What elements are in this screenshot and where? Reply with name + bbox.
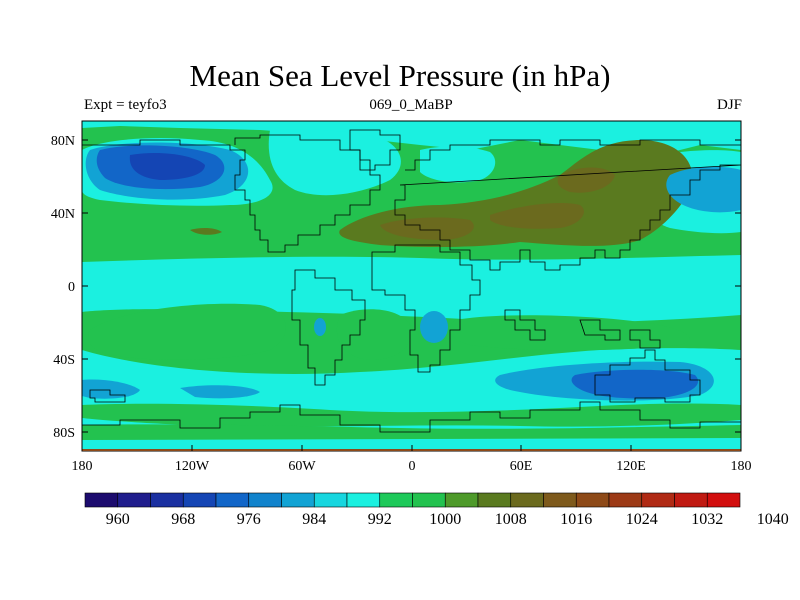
field-1000-1008-sindian [450, 315, 690, 351]
time-label: 069_0_MaBP [369, 97, 453, 113]
colorbar-label: 1032 [691, 511, 723, 528]
coastline-australia [594, 349, 701, 403]
coastline-south-america [291, 269, 366, 386]
field-984-992-spot1 [314, 318, 326, 336]
colorbar-swatch [150, 492, 184, 508]
colorbar-swatch [182, 492, 217, 508]
colorbar-label: 984 [302, 511, 326, 528]
colorbar-swatch [575, 492, 610, 508]
colorbar-label: 992 [368, 511, 392, 528]
lon-label: 60E [510, 459, 533, 474]
latitude-axis: 80N 40N 0 40S 80S [51, 134, 741, 441]
season-label: DJF [716, 97, 742, 113]
coastline-africa [371, 244, 481, 373]
coastlines [82, 129, 741, 433]
lat-label: 80S [53, 426, 75, 441]
lon-label: 120E [616, 459, 646, 474]
colorbar-label: 1040 [757, 511, 789, 528]
colorbar-swatch [379, 492, 413, 508]
field-1000-1008-southband [82, 403, 741, 427]
colorbar-swatch [706, 492, 741, 508]
field-984-992-satl [180, 385, 260, 399]
longitude-axis: 180 120W 60W 0 60E 120E 180 [72, 445, 752, 474]
field-1016-1024-asia [380, 217, 474, 240]
coastline-greenland [349, 129, 401, 171]
lon-label: 180 [72, 459, 93, 474]
lat-label: 0 [68, 280, 75, 295]
colorbar-label: 1024 [626, 511, 658, 528]
field-1008-1016-west [190, 227, 222, 235]
lon-label: 0 [409, 459, 416, 474]
field-1000-1008-satlantic [336, 309, 411, 360]
colorbar-swatch [281, 492, 315, 508]
colorbar-swatch [444, 492, 479, 508]
field-984-992-east [666, 166, 741, 213]
colorbar-label: 976 [237, 511, 261, 528]
field-968-976-npacific [129, 153, 205, 180]
field-below-1000-north [82, 121, 741, 160]
field-976-984-saus [571, 369, 699, 399]
colorbar-swatch [674, 492, 708, 508]
colorbar-swatch [608, 492, 643, 508]
colorbar-swatch [412, 492, 446, 508]
field-below-1000-europe [420, 146, 496, 183]
colorbar-swatch [313, 492, 348, 508]
colorbar: 960 968 976 984 992 1000 1008 1016 1024 1032 1040 [84, 492, 789, 528]
colorbar-swatch [117, 492, 151, 508]
colorbar-label: 968 [171, 511, 195, 528]
colorbar-label: 1008 [495, 511, 527, 528]
lon-label: 120W [175, 459, 210, 474]
lon-label: 60W [288, 459, 316, 474]
colorbar-swatch [84, 492, 119, 508]
field-984-992-spot2 [420, 311, 448, 343]
lon-label: 180 [731, 459, 752, 474]
colorbar-swatch [248, 492, 282, 508]
coastline-islands [504, 309, 661, 349]
coastline-antarctica [82, 401, 741, 433]
colorbar-swatch [477, 492, 512, 508]
lat-label: 40N [51, 207, 75, 222]
colorbar-swatch [346, 492, 381, 508]
colorbar-label: 1000 [429, 511, 461, 528]
colorbar-swatch [215, 492, 250, 508]
colorbar-label: 1016 [560, 511, 592, 528]
field-1016-1024-north [557, 167, 615, 193]
field-below-1000-natlantic [268, 129, 401, 196]
colorbar-swatch [510, 492, 544, 508]
field-1000-1008-spacific [88, 303, 287, 360]
lat-label: 80N [51, 134, 75, 149]
field-1016-1024-east [490, 203, 584, 229]
experiment-label: Expt = teyfo3 [84, 97, 167, 113]
coastline-eurasia [394, 139, 741, 271]
coastline-pacific-island [89, 389, 126, 403]
chart-title: Mean Sea Level Pressure (in hPa) [189, 58, 611, 93]
field-984-992-spacific [82, 379, 140, 399]
lat-label: 40S [53, 353, 75, 368]
colorbar-swatch [543, 492, 577, 508]
pressure-fields [82, 121, 741, 451]
colorbar-swatch [641, 492, 675, 508]
colorbar-label: 960 [106, 511, 130, 528]
